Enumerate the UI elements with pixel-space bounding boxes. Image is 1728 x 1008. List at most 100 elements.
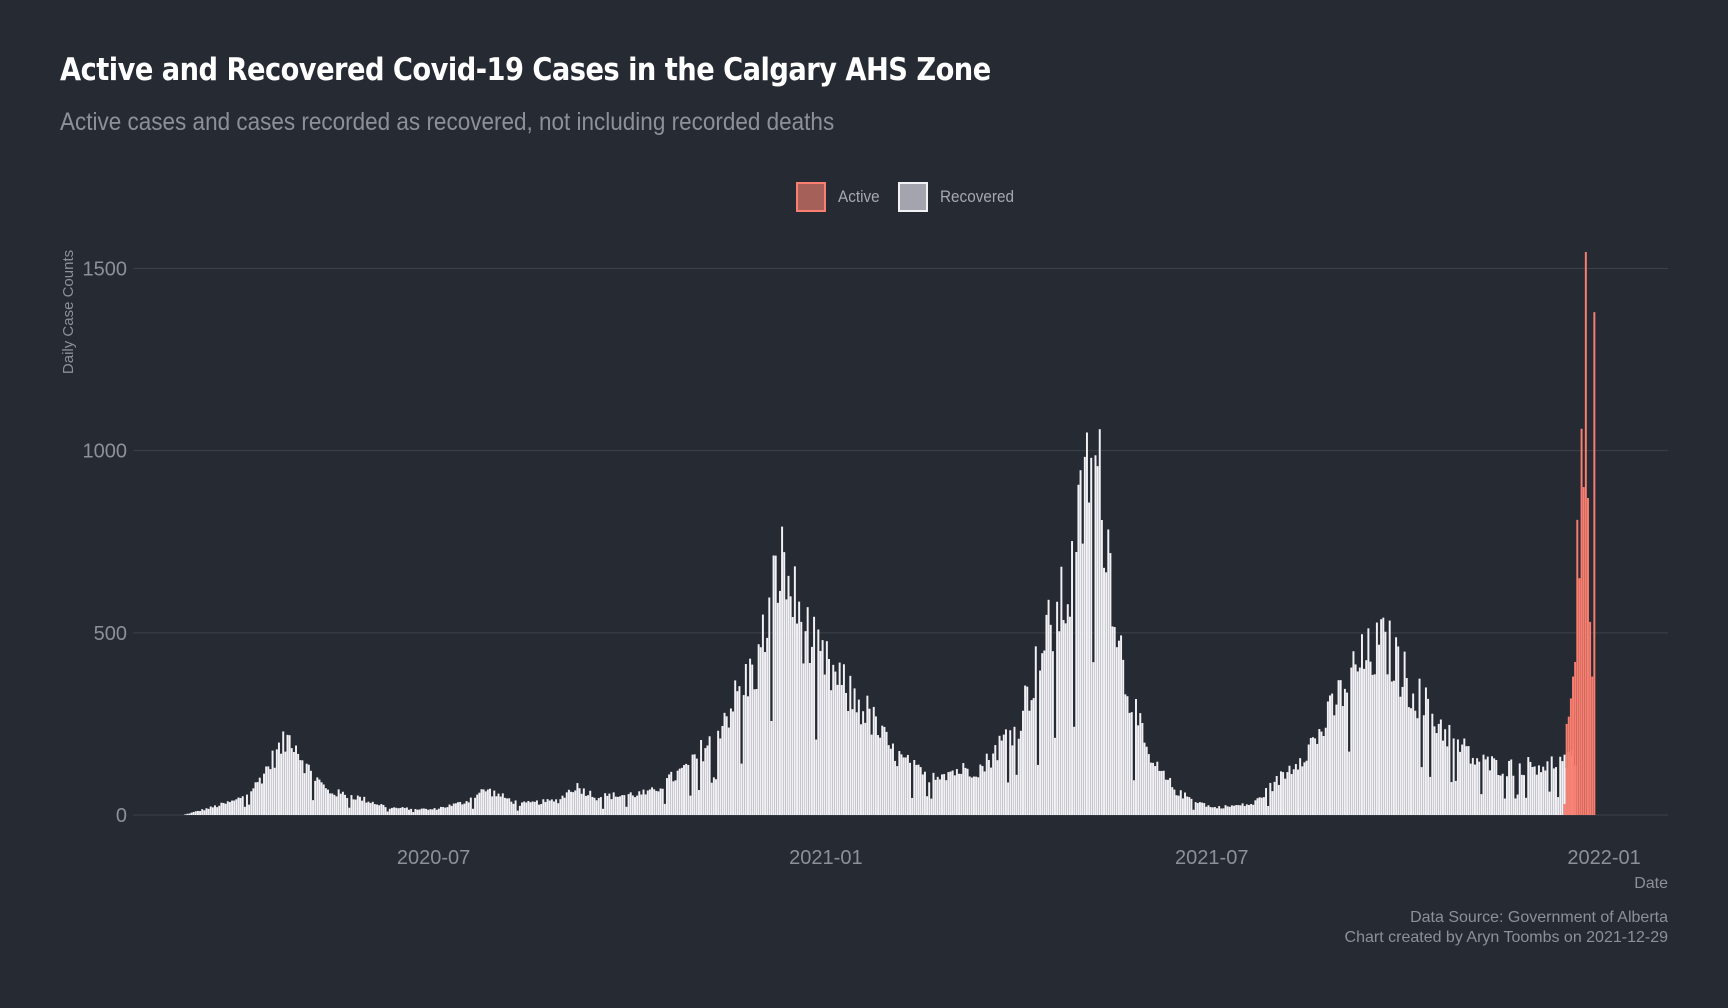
bar-recovered — [1401, 686, 1404, 815]
bar-recovered — [254, 782, 257, 815]
bar-recovered — [1495, 760, 1498, 815]
bar-recovered — [819, 650, 822, 815]
bar-recovered — [1004, 729, 1007, 815]
bar-recovered — [226, 801, 229, 815]
bar-recovered — [433, 808, 436, 815]
bar-recovered — [1147, 754, 1150, 815]
bar-recovered — [361, 800, 364, 815]
bar-recovered — [845, 692, 848, 815]
bar-recovered — [403, 808, 406, 815]
bar-recovered — [1416, 718, 1419, 815]
bar-recovered — [260, 783, 263, 815]
bar-recovered — [527, 800, 530, 815]
bar-recovered — [535, 800, 538, 815]
bar-recovered — [493, 790, 496, 815]
bar-recovered — [1245, 804, 1248, 815]
bar-recovered — [380, 804, 383, 815]
y-tick-label: 0 — [116, 805, 127, 827]
bar-recovered — [879, 737, 882, 815]
bar-active — [1591, 676, 1594, 815]
bar-recovered — [1205, 806, 1208, 815]
bar-recovered — [1467, 746, 1470, 815]
bar-recovered — [930, 798, 933, 815]
bar-recovered — [938, 779, 941, 815]
bar-recovered — [1100, 519, 1103, 815]
bar-recovered — [972, 776, 975, 815]
bar-recovered — [1433, 726, 1436, 815]
bar-recovered — [981, 766, 984, 815]
bar-recovered — [774, 555, 777, 815]
bar-recovered — [1373, 674, 1376, 815]
bar-recovered — [1367, 628, 1370, 815]
bar-recovered — [388, 808, 391, 815]
bar-recovered — [1397, 646, 1400, 815]
bar-recovered — [926, 796, 929, 815]
bar-recovered — [1041, 653, 1044, 815]
bar-recovered — [444, 807, 447, 815]
bar-recovered — [1339, 680, 1342, 815]
bar-recovered — [706, 745, 709, 815]
bar-recovered — [651, 787, 654, 815]
bar-recovered — [764, 652, 767, 815]
bar-recovered — [847, 711, 850, 815]
bar-recovered — [889, 748, 892, 815]
bar-recovered — [689, 795, 692, 815]
bar-recovered — [448, 804, 451, 815]
bar-recovered — [1092, 662, 1095, 815]
bar-recovered — [414, 809, 417, 815]
bar-recovered — [437, 808, 440, 815]
bar-recovered — [1177, 795, 1180, 815]
bar-recovered — [580, 793, 583, 815]
bar-recovered — [1156, 761, 1159, 815]
bar-recovered — [478, 792, 481, 815]
bar-recovered — [461, 804, 464, 815]
bar-recovered — [435, 809, 438, 815]
bar-recovered — [1213, 807, 1216, 815]
bar-recovered — [870, 734, 873, 815]
bar-recovered — [1152, 762, 1155, 815]
bar-recovered — [1096, 466, 1099, 815]
bar-recovered — [644, 794, 647, 815]
bar-active — [1580, 428, 1583, 815]
bar-recovered — [874, 716, 877, 815]
bar-recovered — [1254, 800, 1257, 815]
bar-recovered — [369, 803, 372, 815]
bar-recovered — [885, 731, 888, 815]
bar-recovered — [970, 777, 973, 815]
bar-recovered — [1154, 766, 1157, 815]
bar-recovered — [964, 767, 967, 815]
bar-recovered — [1363, 668, 1366, 815]
bar-recovered — [623, 795, 626, 815]
bar-recovered — [510, 801, 513, 815]
bar-recovered — [955, 769, 958, 815]
bar-recovered — [452, 803, 455, 815]
bar-recovered — [951, 770, 954, 815]
bar-recovered — [740, 763, 743, 815]
bar-recovered — [501, 793, 504, 815]
bar-recovered — [906, 754, 909, 815]
bar-recovered — [1181, 798, 1184, 815]
bar-recovered — [1384, 631, 1387, 815]
bar-recovered — [1531, 767, 1534, 815]
bar-recovered — [1022, 710, 1024, 815]
bar-recovered — [337, 789, 340, 815]
bar-recovered — [616, 796, 619, 815]
bar-recovered — [1164, 779, 1167, 815]
bar-recovered — [1179, 790, 1182, 815]
bar-recovered — [1465, 746, 1468, 815]
bar-recovered — [533, 801, 536, 815]
y-tick-label: 1500 — [83, 258, 128, 280]
bar-recovered — [1510, 759, 1513, 815]
bar-recovered — [1378, 644, 1381, 815]
bar-recovered — [680, 767, 683, 815]
legend: Active Recovered — [796, 180, 1037, 213]
bar-recovered — [305, 763, 308, 815]
bar-recovered — [934, 779, 937, 815]
bar-recovered — [668, 774, 671, 815]
bar-recovered — [941, 774, 943, 815]
bar-recovered — [228, 802, 231, 815]
bar-recovered — [1550, 756, 1553, 815]
bar-recovered — [761, 614, 764, 815]
bar-recovered — [868, 708, 871, 815]
bar-active — [1593, 312, 1596, 815]
